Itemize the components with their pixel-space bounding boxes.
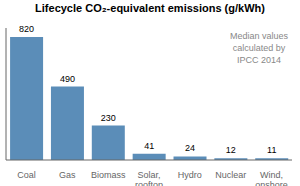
- svg-text:Wind,onshore: Wind,onshore: [255, 170, 288, 186]
- svg-text:Solar,rooftop: Solar,rooftop: [135, 170, 163, 186]
- svg-text:24: 24: [185, 143, 195, 153]
- svg-text:Biomass: Biomass: [91, 170, 126, 180]
- svg-text:41: 41: [144, 141, 154, 151]
- svg-text:820: 820: [19, 24, 34, 34]
- svg-text:Hydro: Hydro: [178, 170, 202, 180]
- svg-text:12: 12: [226, 145, 236, 155]
- svg-text:Gas: Gas: [59, 170, 76, 180]
- svg-text:11: 11: [267, 145, 276, 155]
- html-text:Lifecycle CO₂-equivalent emiss: Lifecycle CO₂-equivalent emissions (g/kW…: [35, 2, 265, 14]
- svg-text:Coal: Coal: [17, 170, 36, 180]
- svg-text:Nuclear: Nuclear: [215, 170, 246, 180]
- html-text:Median values calculated by IP: Median values calculated by IPCC 2014: [230, 31, 288, 65]
- svg-text:490: 490: [60, 74, 75, 84]
- svg-text:230: 230: [101, 113, 116, 123]
